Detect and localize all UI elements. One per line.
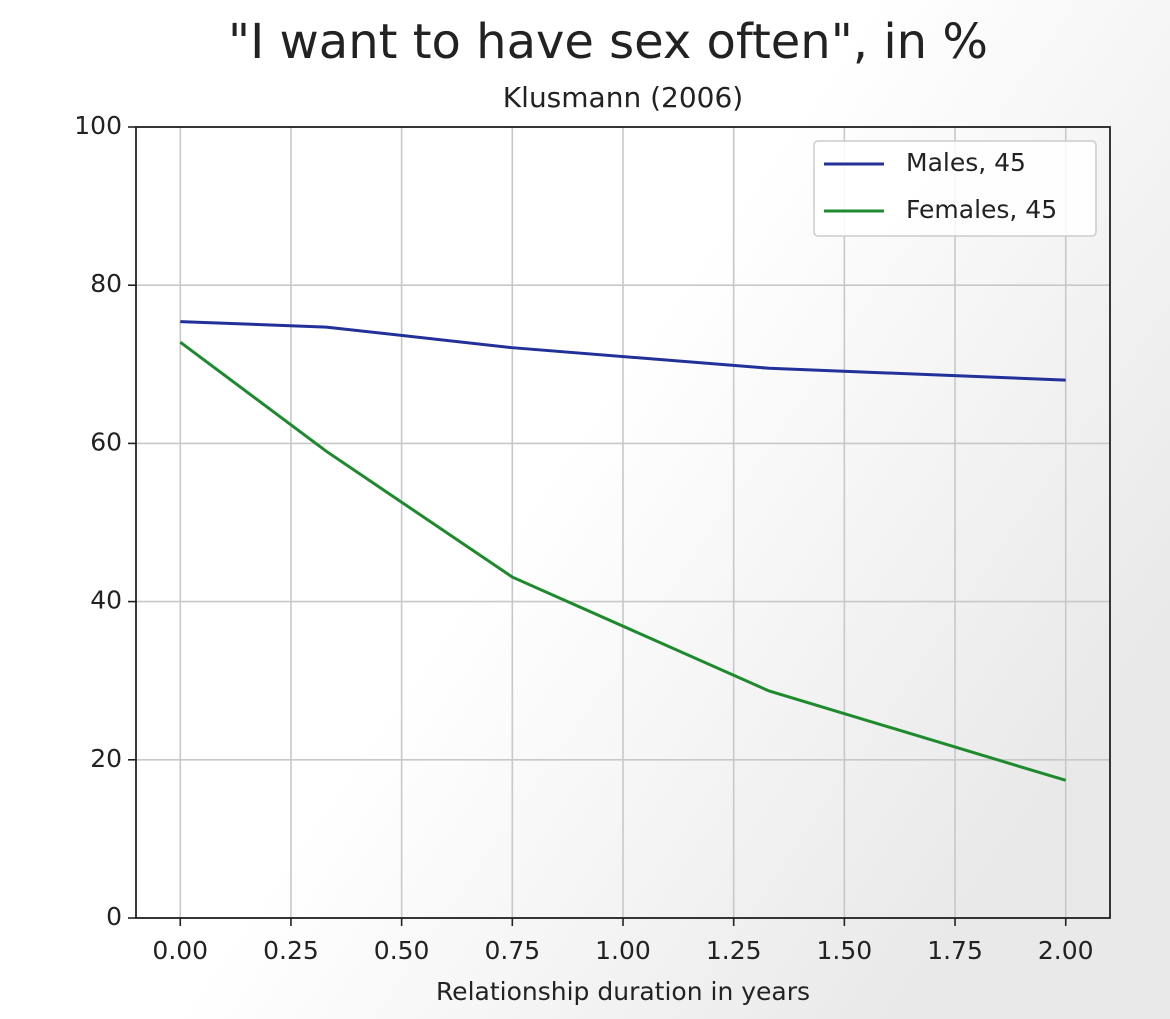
- y-tick-label: 20: [90, 744, 122, 773]
- x-tick-label: 1.75: [927, 936, 983, 965]
- legend-label: Males, 45: [906, 148, 1026, 177]
- data-line: [179, 340, 1067, 782]
- y-tick-label: 40: [90, 586, 122, 615]
- x-tick-label: 1.25: [706, 936, 762, 965]
- x-tick-label: 2.00: [1038, 936, 1094, 965]
- chart-subtitle: Klusmann (2006): [503, 81, 743, 114]
- legend-label: Females, 45: [906, 195, 1057, 224]
- chart-title: "I want to have sex often", in %: [228, 14, 988, 70]
- y-tick-label: 60: [90, 427, 122, 456]
- legend-box: [813, 140, 1097, 237]
- x-tick-label: 0.25: [263, 936, 319, 965]
- y-tick-label: 100: [74, 111, 122, 140]
- data-line: [180, 320, 1066, 382]
- x-tick-label: 0.75: [484, 936, 540, 965]
- x-axis-label: Relationship duration in years: [436, 977, 810, 1006]
- x-tick-label: 0.50: [374, 936, 430, 965]
- y-tick-label: 0: [106, 902, 122, 931]
- x-tick-label: 1.50: [817, 936, 873, 965]
- plot-frame: [135, 126, 1111, 919]
- x-tick-label: 1.00: [595, 936, 651, 965]
- y-tick-label: 80: [90, 269, 122, 298]
- x-tick-label: 0.00: [152, 936, 208, 965]
